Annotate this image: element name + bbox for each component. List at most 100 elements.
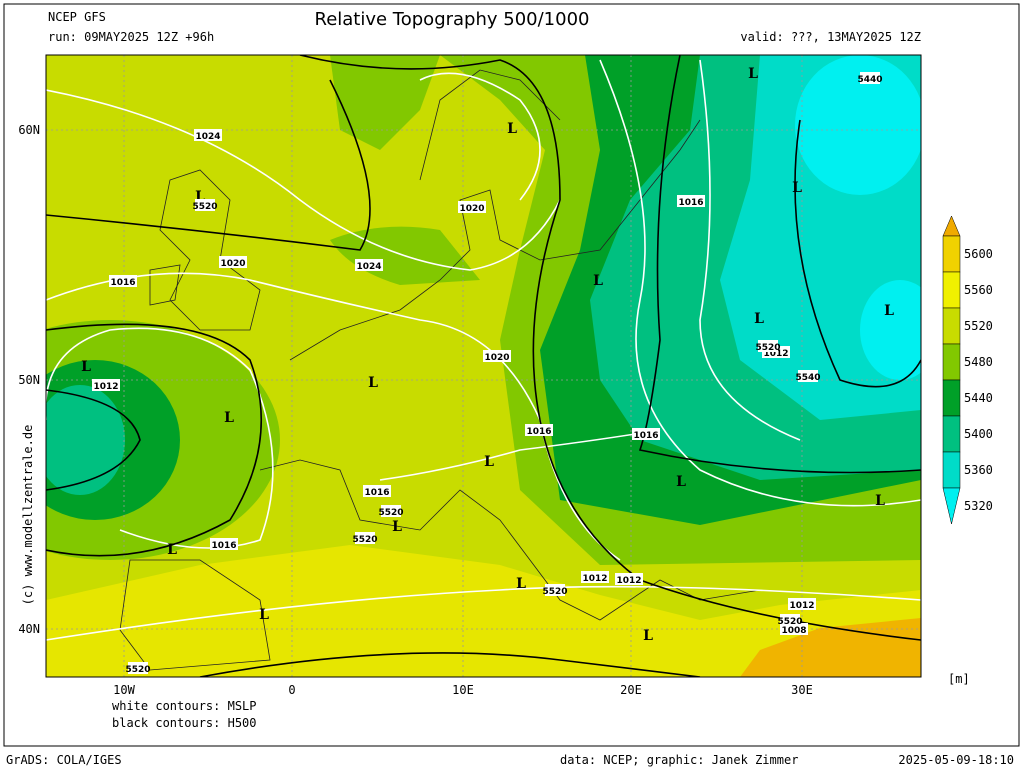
low-marker: L [792, 180, 802, 196]
colorbar-band [942, 343, 961, 381]
contour-label: 1016 [526, 427, 551, 437]
contour-label: 5520 [192, 202, 217, 212]
label-bg [758, 340, 778, 352]
lon-label: 10W [113, 683, 135, 697]
label-bg [194, 129, 222, 141]
low-marker: L [392, 519, 402, 535]
contour-label: 5520 [378, 508, 403, 518]
label-bg [92, 379, 120, 391]
contour-label: 1012 [789, 601, 814, 611]
label-bg [581, 571, 609, 583]
contour-label: 1020 [484, 353, 509, 363]
lat-label: 50N [18, 373, 40, 387]
lon-label: 30E [791, 683, 813, 697]
contour-label: 1016 [211, 541, 236, 551]
low-marker: L [748, 66, 758, 82]
legend-note: white contours: MSLP [112, 699, 257, 713]
colorbar-label: 5400 [964, 427, 993, 441]
colorbar-label: 5480 [964, 355, 993, 369]
contour-label: 5520 [352, 535, 377, 545]
colorbar-label: 5600 [964, 247, 993, 261]
copyright: (c) www.modellzentrale.de [21, 425, 35, 606]
frame [3, 3, 1020, 747]
label-bg [210, 538, 238, 550]
low-marker: L [507, 121, 517, 137]
colorbar-band [942, 379, 961, 417]
footer-middle: data: NCEP; graphic: Janek Zimmer [560, 753, 798, 767]
colorbar-band [942, 415, 961, 453]
colorbar-band [942, 307, 961, 345]
low-marker: L [516, 576, 526, 592]
label-bg [363, 485, 391, 497]
contour-label: 1016 [364, 488, 389, 498]
lat-label: 60N [18, 123, 40, 137]
footer-right: 2025-05-09-18:10 [898, 753, 1014, 767]
low-marker: L [593, 273, 603, 289]
colorbar-label: 5520 [964, 319, 993, 333]
label-bg [780, 614, 800, 626]
lon-label: 10E [452, 683, 474, 697]
contour-label: 1016 [633, 431, 658, 441]
label-bg [632, 428, 660, 440]
contour-label: 1008 [781, 626, 806, 636]
label-bg [219, 256, 247, 268]
contour-label: 1012 [93, 382, 118, 392]
colorbar-band [942, 271, 961, 309]
contour-label: 1024 [356, 262, 381, 272]
label-bg [128, 662, 148, 674]
low-marker: L [875, 493, 885, 509]
low-marker: L [676, 474, 686, 490]
label-bg [545, 584, 565, 596]
contour-label: 1020 [459, 204, 484, 214]
low-marker: L [259, 607, 269, 623]
colorbar-label: 5560 [964, 283, 993, 297]
low-marker: L [224, 410, 234, 426]
map: L L L L L L L L L L L L L L L L L L 1024 1020 1016 1024 1020 10… [46, 55, 921, 677]
lon-label: 20E [620, 683, 642, 697]
contour-label: 5520 [777, 617, 802, 627]
colorbar-band [942, 451, 961, 489]
model: NCEP GFS [48, 10, 106, 24]
low-marker: L [368, 375, 378, 391]
lat-label: 40N [18, 622, 40, 636]
contour-label: 1020 [220, 259, 245, 269]
contour-label: 1016 [110, 278, 135, 288]
label-bg [195, 199, 215, 211]
label-bg [355, 532, 375, 544]
label-bg [525, 424, 553, 436]
contour-label: 1024 [195, 132, 220, 142]
colorbar-label: 5440 [964, 391, 993, 405]
contour-label: 5520 [125, 665, 150, 675]
colorbar-tip [942, 487, 961, 525]
label-bg [615, 573, 643, 585]
contour-label: 5440 [857, 75, 882, 85]
label-bg [355, 259, 383, 271]
lon-label: 0 [288, 683, 295, 697]
contour-label: 5520 [755, 343, 780, 353]
label-bg [381, 505, 401, 517]
unit: [m] [948, 672, 970, 686]
contour-label: 1012 [763, 349, 788, 359]
label-bg [860, 72, 880, 84]
footer-left: GrADS: COLA/IGES [6, 753, 122, 767]
label-bg [458, 201, 486, 213]
colorbar-label: 5360 [964, 463, 993, 477]
colorbar-tip [942, 215, 961, 237]
label-bg [788, 598, 816, 610]
contour-label: 5520 [542, 587, 567, 597]
contour-label: 1012 [582, 574, 607, 584]
label-bg [483, 350, 511, 362]
low-marker: L [754, 311, 764, 327]
run: run: 09MAY2025 12Z +96h [48, 30, 214, 44]
map-border [45, 54, 922, 678]
title: Relative Topography 500/1000 [315, 9, 590, 30]
contour-label: 1016 [678, 198, 703, 208]
label-bg [798, 370, 818, 382]
low-marker: L [167, 542, 177, 558]
contour-label: 1012 [616, 576, 641, 586]
low-marker: L [484, 454, 494, 470]
valid: valid: ???, 13MAY2025 12Z [740, 30, 921, 44]
label-bg [109, 275, 137, 287]
legend-note: black contours: H500 [112, 716, 257, 730]
